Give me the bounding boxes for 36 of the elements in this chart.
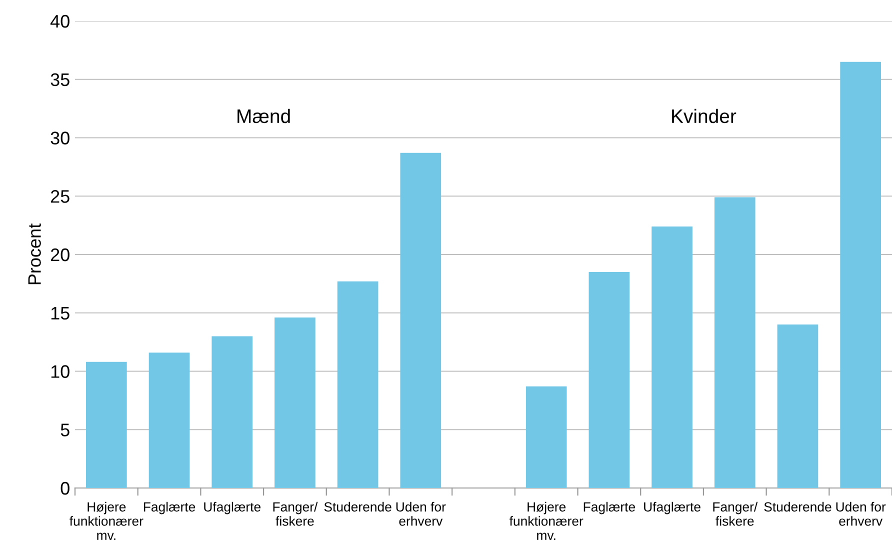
x-tick-label: Studerende	[324, 502, 392, 512]
bar	[212, 336, 253, 488]
y-tick-label: 5	[60, 424, 70, 436]
bar	[337, 281, 378, 488]
x-tick-label: Uden for erhverv	[836, 502, 886, 526]
y-tick-label: 15	[51, 306, 70, 320]
x-tick-label: Studerende	[764, 502, 832, 512]
bar	[526, 386, 567, 488]
bar	[652, 226, 692, 488]
y-tick-label: 10	[51, 365, 70, 378]
x-tick-label: Ufaglærte	[204, 502, 260, 514]
x-tick-label: Højere funktionærer mv.	[510, 502, 584, 540]
y-tick-label: 40	[50, 14, 70, 28]
y-tick-label: 20	[50, 248, 70, 262]
bar	[86, 362, 127, 488]
y-tick-label: 0	[60, 482, 70, 495]
y-tick-label: 30	[50, 132, 70, 144]
bar	[400, 152, 442, 488]
bar	[840, 62, 881, 488]
bar	[274, 318, 316, 488]
x-tick-label: Faglærte	[584, 502, 636, 514]
bar	[777, 324, 818, 488]
annotation: Kvinder	[672, 108, 736, 124]
bar	[714, 197, 756, 488]
y-axis-title: Procent	[28, 224, 41, 284]
x-tick-label: Højere funktionærer mv.	[70, 502, 144, 540]
annotation: Mænd	[238, 108, 290, 124]
bar	[588, 272, 630, 488]
x-tick-label: Fanger/ fiskere	[273, 502, 318, 526]
x-tick-label: Ufaglærte	[644, 502, 700, 514]
x-tick-label: Fanger/ fiskere	[713, 502, 758, 526]
bar	[148, 352, 190, 488]
x-tick-label: Uden for erhverv	[396, 502, 446, 526]
x-tick-label: Faglærte	[144, 502, 196, 514]
y-tick-label: 25	[50, 190, 70, 203]
y-tick-label: 35	[50, 73, 70, 86]
